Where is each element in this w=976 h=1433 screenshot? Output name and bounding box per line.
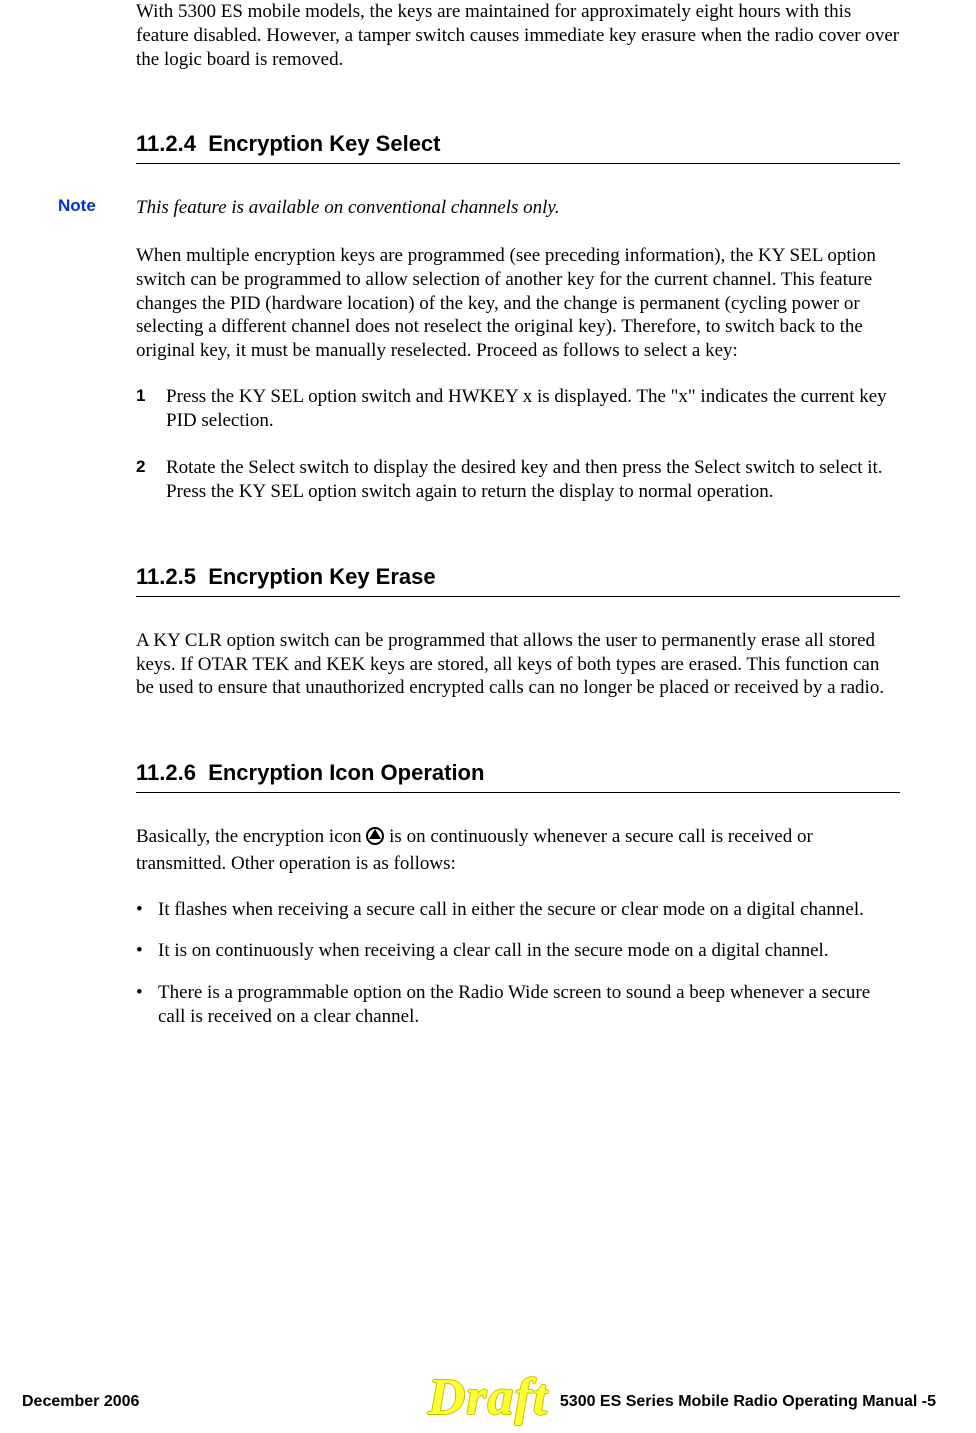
bullet-3: • There is a programmable option on the …: [136, 981, 900, 1029]
section-11-2-4-heading: 11.2.4 Encryption Key Select: [136, 131, 900, 157]
bullet-text: It flashes when receiving a secure call …: [158, 899, 864, 920]
footer-date: December 2006: [22, 1393, 139, 1411]
step-number: 2: [136, 456, 145, 477]
iconop-paragraph: Basically, the encryption icon is on con…: [136, 825, 900, 876]
section-rule: [136, 163, 900, 164]
bullet-marker: •: [136, 898, 143, 922]
footer-title-page: 5300 ES Series Mobile Radio Operating Ma…: [560, 1393, 936, 1411]
bullet-text: There is a programmable option on the Ra…: [158, 982, 870, 1027]
content-column: With 5300 ES mobile models, the keys are…: [136, 0, 900, 1047]
section-rule: [136, 596, 900, 597]
bullet-marker: •: [136, 939, 143, 963]
note-text: This feature is available on conventiona…: [136, 197, 560, 218]
section-title: Encryption Icon Operation: [208, 760, 484, 785]
page-footer: December 2006 5300 ES Series Mobile Radi…: [0, 1393, 976, 1411]
bullet-text: It is on continuously when receiving a c…: [158, 940, 829, 961]
step-text: Press the KY SEL option switch and HWKEY…: [166, 386, 887, 431]
section-title: Encryption Key Erase: [208, 564, 435, 589]
section-11-2-6-heading: 11.2.6 Encryption Icon Operation: [136, 760, 900, 786]
section-number: 11.2.5: [136, 564, 196, 589]
bullet-marker: •: [136, 981, 143, 1005]
section-number: 11.2.6: [136, 760, 196, 785]
section-11-2-5-heading: 11.2.5 Encryption Key Erase: [136, 564, 900, 590]
keyselect-paragraph: When multiple encryption keys are progra…: [136, 244, 900, 363]
intro-paragraph: With 5300 ES mobile models, the keys are…: [136, 0, 900, 71]
step-number: 1: [136, 385, 145, 406]
note-block: Note This feature is available on conven…: [136, 196, 900, 220]
page: With 5300 ES mobile models, the keys are…: [0, 0, 976, 1433]
keyerase-paragraph: A KY CLR option switch can be programmed…: [136, 629, 900, 700]
section-rule: [136, 792, 900, 793]
step-2: 2 Rotate the Select switch to display th…: [136, 456, 900, 504]
bullet-1: • It flashes when receiving a secure cal…: [136, 898, 900, 922]
step-text: Rotate the Select switch to display the …: [166, 457, 883, 502]
section-title: Encryption Key Select: [208, 131, 440, 156]
step-1: 1 Press the KY SEL option switch and HWK…: [136, 385, 900, 433]
section-number: 11.2.4: [136, 131, 196, 156]
bullet-2: • It is on continuously when receiving a…: [136, 939, 900, 963]
encryption-icon: [366, 827, 384, 852]
iconop-text-a: Basically, the encryption icon: [136, 826, 366, 847]
note-label: Note: [58, 196, 96, 216]
